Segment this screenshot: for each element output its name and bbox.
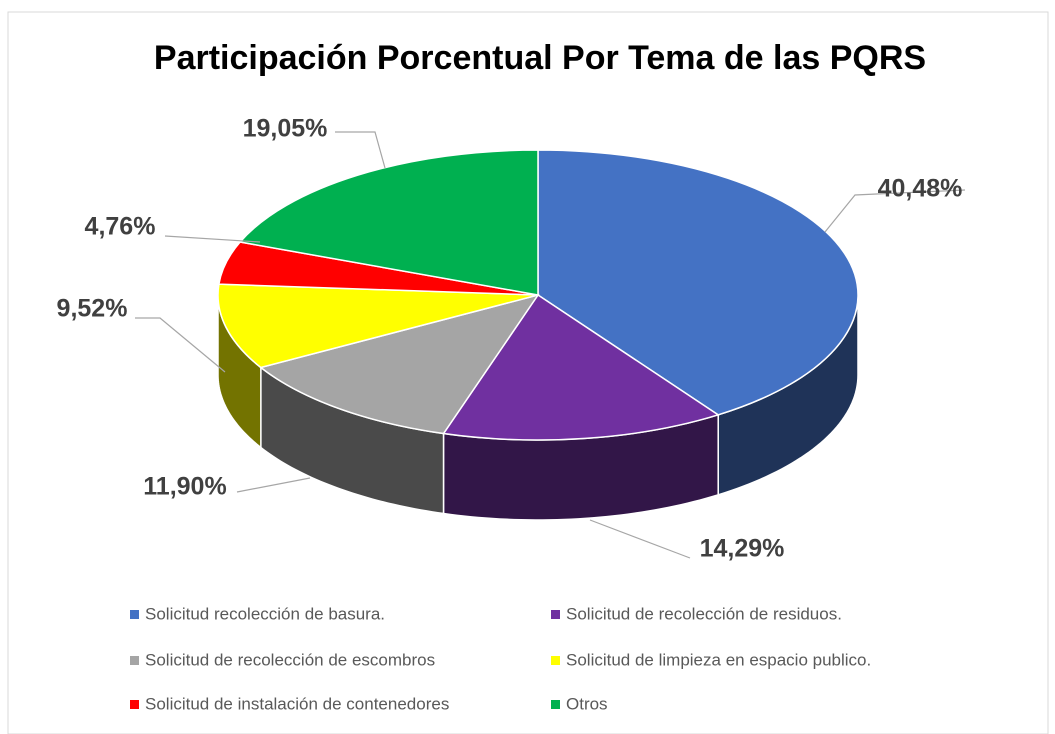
leader-line	[164, 235, 261, 243]
legend-swatch	[130, 700, 139, 709]
legend-swatch	[130, 610, 139, 619]
legend-swatch	[551, 610, 560, 619]
legend-label: Otros	[566, 694, 608, 713]
data-label: 14,29%	[700, 535, 785, 563]
slice	[217, 283, 539, 369]
legend-label: Solicitud de recolección de escombros	[145, 650, 435, 669]
legend-swatch	[551, 700, 560, 709]
slice	[259, 293, 540, 435]
leader-line	[824, 189, 966, 233]
legend-swatch	[551, 656, 560, 665]
legend-label: Solicitud de instalación de contenedores	[145, 694, 449, 713]
legend-label: Solicitud de recolección de residuos.	[566, 604, 842, 623]
slice	[238, 149, 539, 296]
slice	[537, 149, 859, 416]
legend-swatch	[130, 656, 139, 665]
leader-line	[589, 519, 691, 559]
data-label: 11,90%	[143, 473, 226, 501]
data-label: 9,52%	[57, 295, 128, 323]
data-label: 4,76%	[85, 213, 156, 241]
chart-title: Participación Porcentual Por Tema de las…	[154, 39, 926, 77]
legend-label: Solicitud recolección de basura.	[145, 604, 385, 623]
legend-label: Solicitud de limpieza en espacio publico…	[566, 650, 871, 669]
slice	[442, 293, 720, 441]
data-label: 19,05%	[243, 115, 328, 143]
leader-line	[135, 317, 226, 373]
leader-line	[335, 131, 386, 169]
data-label: 40,48%	[878, 175, 963, 203]
leader-line	[236, 477, 311, 493]
